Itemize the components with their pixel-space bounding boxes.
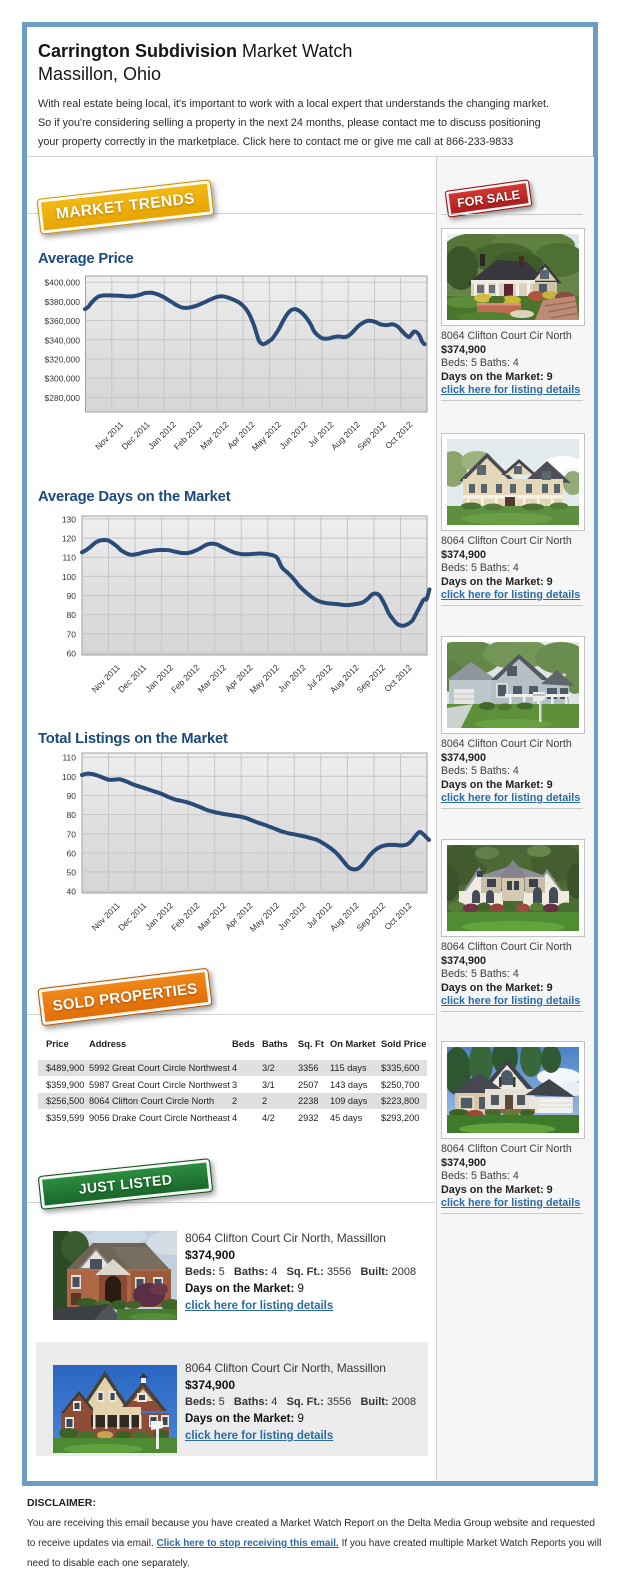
svg-text:Dec 2011: Dec 2011 — [119, 419, 152, 452]
svg-text:Mar 2012: Mar 2012 — [198, 419, 231, 452]
svg-text:Jun 2012: Jun 2012 — [276, 900, 308, 932]
svg-text:70: 70 — [67, 629, 77, 639]
svg-text:May 2012: May 2012 — [250, 419, 284, 453]
svg-text:May 2012: May 2012 — [248, 900, 282, 934]
svg-text:Sep 2012: Sep 2012 — [355, 900, 388, 933]
svg-text:120: 120 — [62, 534, 76, 544]
svg-text:90: 90 — [67, 591, 77, 601]
svg-text:Mar 2012: Mar 2012 — [196, 900, 229, 933]
svg-text:Dec 2011: Dec 2011 — [116, 662, 149, 695]
svg-text:40: 40 — [67, 887, 77, 897]
svg-text:110: 110 — [62, 753, 76, 763]
svg-text:$340,000: $340,000 — [45, 335, 81, 345]
svg-text:80: 80 — [67, 810, 77, 820]
svg-text:Sep 2012: Sep 2012 — [355, 419, 388, 452]
svg-text:60: 60 — [67, 848, 77, 858]
svg-text:$300,000: $300,000 — [45, 374, 81, 384]
svg-text:110: 110 — [62, 553, 76, 563]
svg-text:100: 100 — [62, 772, 76, 782]
svg-text:100: 100 — [62, 572, 76, 582]
svg-text:Jun 2012: Jun 2012 — [278, 419, 310, 451]
svg-text:$320,000: $320,000 — [45, 355, 81, 365]
svg-text:130: 130 — [62, 514, 76, 524]
svg-text:$360,000: $360,000 — [45, 316, 81, 326]
svg-text:$400,000: $400,000 — [45, 278, 81, 288]
svg-text:Jun 2012: Jun 2012 — [276, 662, 308, 694]
svg-text:Mar 2012: Mar 2012 — [196, 662, 229, 695]
svg-text:$380,000: $380,000 — [45, 297, 81, 307]
svg-text:May 2012: May 2012 — [248, 662, 282, 696]
svg-text:Sep 2012: Sep 2012 — [355, 662, 388, 695]
svg-text:Dec 2011: Dec 2011 — [116, 900, 149, 933]
svg-text:Oct 2012: Oct 2012 — [382, 662, 414, 694]
svg-text:Oct 2012: Oct 2012 — [382, 900, 414, 932]
svg-text:90: 90 — [67, 791, 77, 801]
svg-text:80: 80 — [67, 610, 77, 620]
svg-text:70: 70 — [67, 829, 77, 839]
svg-text:60: 60 — [67, 649, 77, 659]
svg-text:$280,000: $280,000 — [45, 393, 81, 403]
svg-text:50: 50 — [67, 868, 77, 878]
svg-text:Oct 2012: Oct 2012 — [383, 419, 415, 451]
